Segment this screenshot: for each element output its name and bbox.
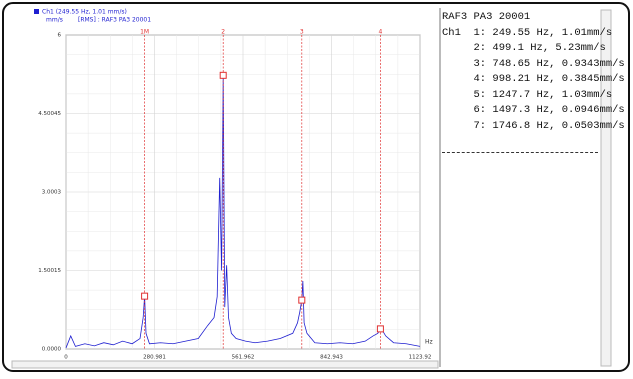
- x-tick-label: 1123.92: [409, 355, 432, 361]
- cursor-list: Ch1 1: 249.55 Hz, 1.01mm/s 2: 499.1 Hz, …: [442, 26, 625, 135]
- y-tick-label: 4.50045: [38, 111, 61, 117]
- cursor-entry: 3: 748.65 Hz, 0.9343mm/s: [442, 57, 625, 70]
- x-tick-label: 561.962: [232, 355, 255, 361]
- cursor-marker: [298, 296, 306, 304]
- vertical-scrollbar[interactable]: [600, 9, 612, 367]
- legend-swatch: [34, 9, 39, 14]
- cursor-panel: RAF3 PA3 20001 Ch1 1: 249.55 Hz, 1.01mm/…: [442, 10, 625, 362]
- y-tick-label: 1.50015: [38, 268, 61, 274]
- cursor-marker: [141, 292, 149, 300]
- x-tick-label: 0: [64, 355, 68, 361]
- y-tick-label: 3.0003: [42, 190, 62, 196]
- panel-separator: [442, 152, 598, 153]
- cursor-entry: 6: 1497.3 Hz, 0.0946mm/s: [442, 104, 625, 116]
- cursor-marker: [376, 325, 384, 333]
- cursor-marker: [219, 71, 227, 79]
- subtitle: [RMS] : RAF3 PA3 20001: [78, 17, 151, 24]
- cursor-entry: 5: 1247.7 Hz, 1.03mm/s: [442, 88, 613, 101]
- panel-title: RAF3 PA3 20001: [442, 11, 531, 23]
- cursor-label: 4: [378, 29, 382, 36]
- cursor-label: 1M: [140, 29, 149, 36]
- spectrum-line: [65, 75, 421, 349]
- cursor-label: 2: [221, 29, 225, 36]
- y-tick-label: 0.0000: [42, 347, 62, 353]
- horizontal-scrollbar[interactable]: [11, 360, 439, 369]
- cursor-entry: 7: 1746.8 Hz, 0.0503mm/s: [442, 119, 625, 132]
- cursor-entry: 4: 998.21 Hz, 0.3845mm/s: [442, 73, 625, 85]
- y-axis-label: mm/s: [46, 17, 63, 24]
- y-tick-label: 6: [58, 33, 62, 39]
- x-tick-label: 280.981: [143, 355, 166, 361]
- legend-entry: Ch1 (249.55 Hz, 1.01 mm/s): [42, 9, 127, 16]
- cursor-label: 3: [300, 29, 304, 36]
- x-axis-label: Hz: [425, 339, 433, 346]
- x-tick-label: 842.943: [320, 355, 343, 361]
- cursor-entry: Ch1 1: 249.55 Hz, 1.01mm/s: [442, 26, 613, 39]
- cursor-entry: 2: 499.1 Hz, 5.23mm/s: [442, 42, 606, 54]
